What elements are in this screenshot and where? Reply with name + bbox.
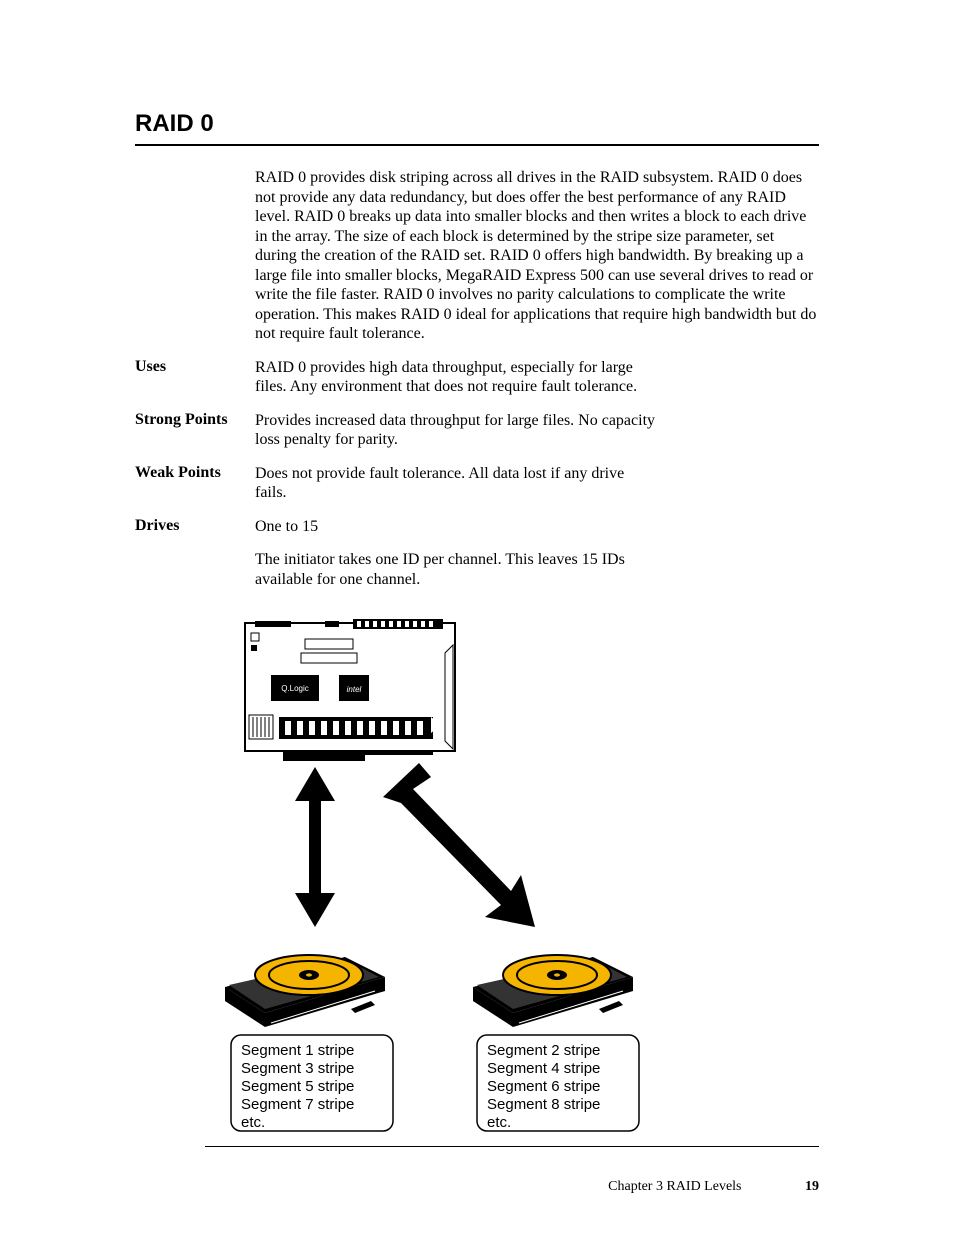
footer-page-number: 19 (805, 1179, 819, 1194)
note-text: The initiator takes one ID per channel. … (255, 550, 655, 589)
footer-chapter: Chapter 3 RAID Levels (608, 1179, 741, 1194)
value-strong-points: Provides increased data throughput for l… (255, 411, 655, 450)
seg-l-3: Segment 7 stripe (241, 1096, 354, 1113)
chip-qlogic-label: Q.Logic (281, 684, 309, 693)
chip-intel-label: intel (347, 685, 362, 694)
seg-r-4: etc. (487, 1114, 511, 1131)
page-footer: Chapter 3 RAID Levels 19 (608, 1179, 819, 1195)
seg-r-0: Segment 2 stripe (487, 1042, 600, 1059)
row-weak-points: Weak Points Does not provide fault toler… (135, 464, 819, 503)
seg-r-1: Segment 4 stripe (487, 1060, 600, 1077)
value-weak-points: Does not provide fault tolerance. All da… (255, 464, 655, 503)
row-drives: Drives One to 15 (135, 517, 819, 537)
label-strong-points: Strong Points (135, 411, 255, 450)
diag-arrow-icon (365, 755, 565, 940)
raid0-diagram-svg: Q.Logic intel (205, 617, 765, 1137)
label-drives: Drives (135, 517, 255, 537)
arrow-left-icon (295, 767, 335, 927)
seg-l-0: Segment 1 stripe (241, 1042, 354, 1059)
value-uses: RAID 0 provides high data throughput, es… (255, 358, 655, 397)
page: RAID 0 RAID 0 provides disk striping acr… (0, 0, 954, 1235)
intro-text: RAID 0 provides disk striping across all… (255, 168, 819, 344)
seg-l-4: etc. (241, 1114, 265, 1131)
seg-r-2: Segment 6 stripe (487, 1078, 600, 1095)
label-uses: Uses (135, 358, 255, 397)
disk-left-icon (225, 955, 385, 1027)
label-weak-points: Weak Points (135, 464, 255, 503)
segments-right-box: Segment 2 stripe Segment 4 stripe Segmen… (477, 1035, 639, 1131)
controller-card-icon: Q.Logic intel (245, 619, 455, 761)
value-drives: One to 15 (255, 517, 655, 537)
row-strong-points: Strong Points Provides increased data th… (135, 411, 819, 450)
intro-label-spacer (135, 168, 255, 344)
seg-l-1: Segment 3 stripe (241, 1060, 354, 1077)
segments-left-box: Segment 1 stripe Segment 3 stripe Segmen… (231, 1035, 393, 1131)
seg-r-3: Segment 8 stripe (487, 1096, 600, 1113)
disk-right-icon (473, 955, 633, 1027)
seg-l-2: Segment 5 stripe (241, 1078, 354, 1095)
section-title: RAID 0 (135, 110, 819, 146)
note-spacer (135, 550, 255, 589)
row-uses: Uses RAID 0 provides high data throughpu… (135, 358, 819, 397)
row-note: The initiator takes one ID per channel. … (135, 550, 819, 589)
intro-row: RAID 0 provides disk striping across all… (135, 168, 819, 344)
raid0-diagram: Q.Logic intel (205, 617, 819, 1147)
